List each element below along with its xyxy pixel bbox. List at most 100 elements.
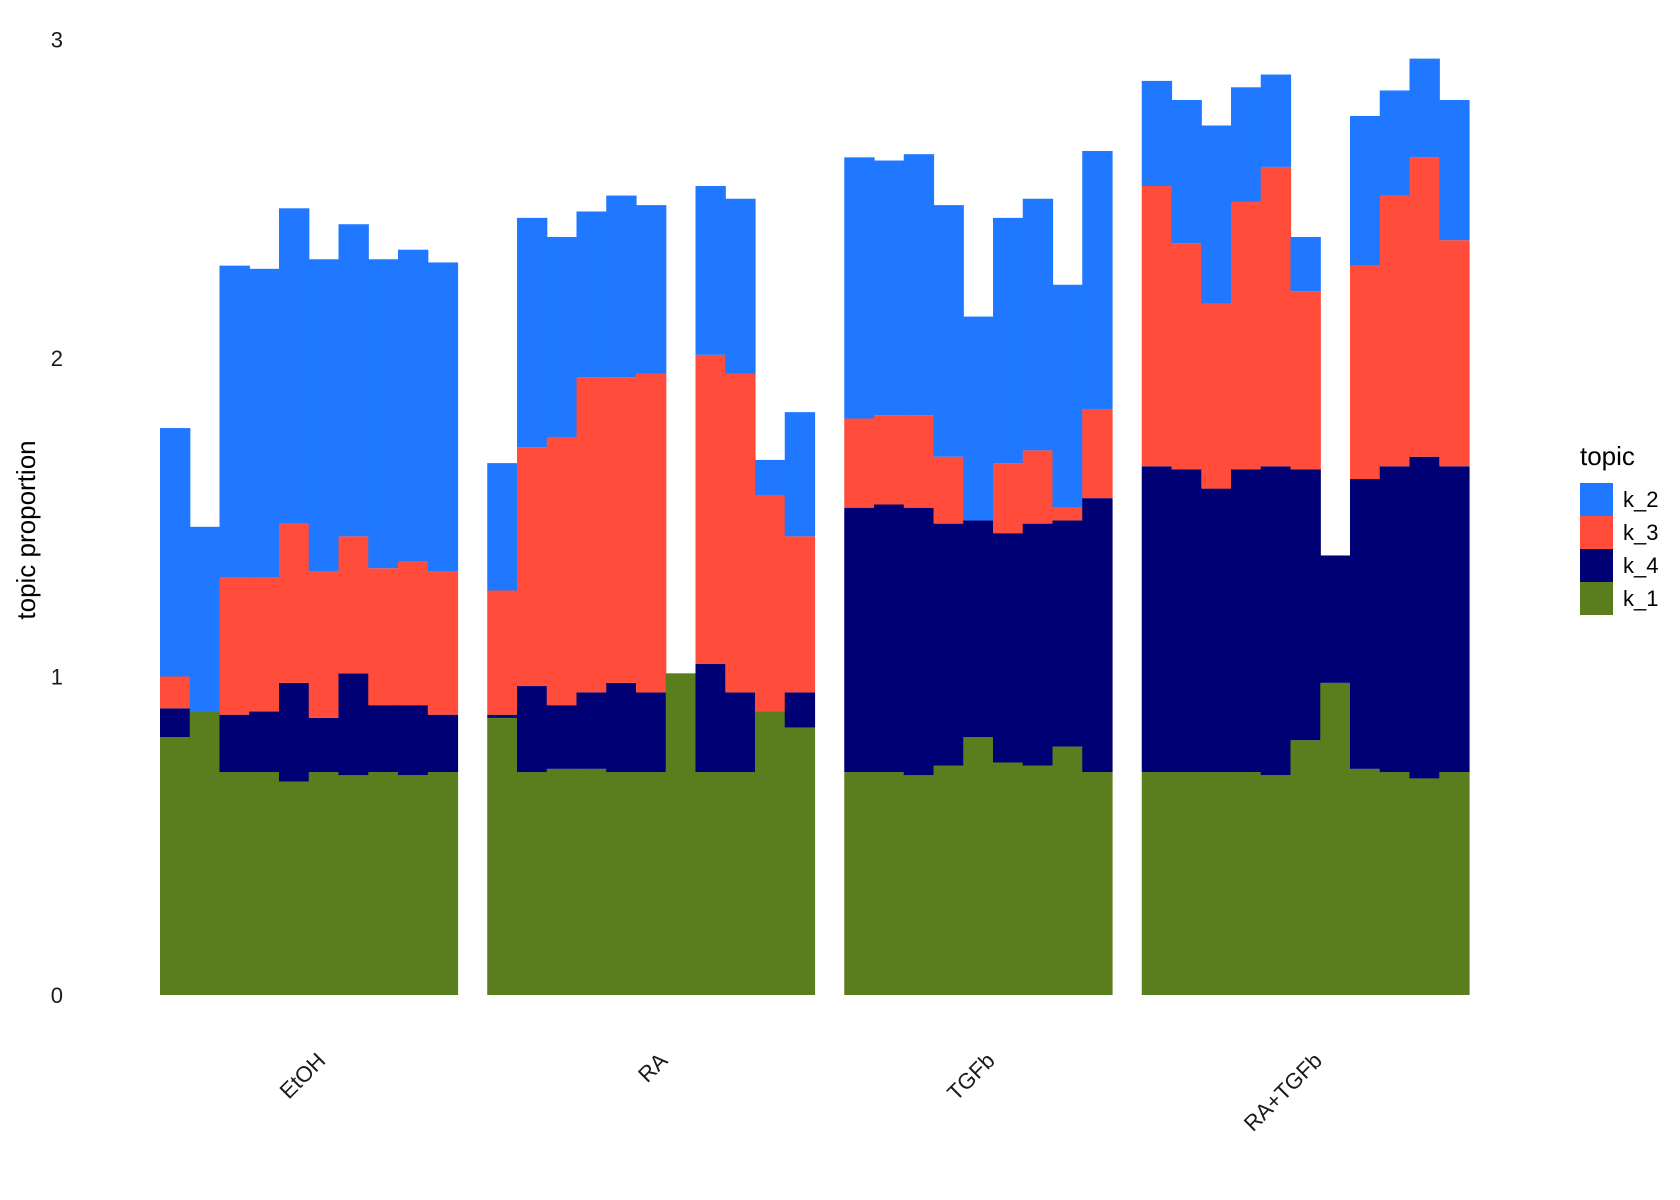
bar-segment-RA-5-k_1 — [606, 772, 637, 995]
y-tick-label: 3 — [51, 28, 63, 53]
bar-segment-EtOH-3-k_4 — [219, 714, 250, 773]
bar-segment-RA-9-k_2 — [725, 198, 756, 374]
bar-segment-RA+TGFb-9-k_1 — [1379, 772, 1411, 995]
bar-segment-TGFb-1-k_2 — [844, 157, 875, 419]
bar-segment-TGFb-5-k_1 — [963, 737, 994, 995]
bar-segment-RA-3-k_1 — [546, 768, 578, 995]
bar-segment-RA+TGFb-10-k_2 — [1409, 58, 1440, 158]
bar-segment-EtOH-4-k_2 — [249, 268, 280, 578]
bar-segment-EtOH-1-k_3 — [160, 676, 191, 709]
bar-segment-RA-2-k_3 — [517, 447, 548, 687]
y-axis-ticks: 0 1 2 3 — [51, 28, 63, 1009]
bar-segment-TGFb-8-k_4 — [1052, 520, 1083, 747]
bar-segment-TGFb-8-k_2 — [1052, 284, 1083, 508]
legend-label-k_2: k_2 — [1623, 487, 1658, 512]
bar-segment-RA+TGFb-1-k_1 — [1141, 772, 1173, 995]
bar-segment-RA+TGFb-9-k_2 — [1379, 90, 1411, 196]
bar-segment-RA-8-k_3 — [695, 354, 726, 664]
bar-segment-RA+TGFb-1-k_2 — [1141, 80, 1173, 187]
bar-segment-TGFb-3-k_2 — [903, 154, 935, 416]
bar-segment-EtOH-3-k_2 — [219, 265, 250, 578]
bar-segment-RA+TGFb-3-k_2 — [1201, 125, 1232, 304]
bar-segment-EtOH-1-k_1 — [160, 737, 191, 995]
bar-segment-TGFb-4-k_4 — [933, 523, 964, 766]
legend: topic k_2 k_3 k_4 k_1 — [1580, 441, 1658, 615]
bar-segment-TGFb-5-k_4 — [963, 520, 994, 738]
bar-segment-RA+TGFb-2-k_4 — [1171, 469, 1202, 773]
bar-segment-RA-11-k_1 — [784, 727, 816, 995]
bar-segment-RA-8-k_4 — [695, 663, 726, 773]
bar-segment-RA-6-k_3 — [636, 373, 667, 693]
bar-segment-RA-4-k_1 — [576, 768, 607, 995]
bar-segment-TGFb-9-k_4 — [1082, 498, 1113, 773]
bar-segment-RA-3-k_4 — [546, 705, 578, 769]
bar-segment-RA-4-k_4 — [576, 692, 607, 769]
bar-segment-EtOH-8-k_2 — [368, 259, 399, 569]
bar-segment-RA-11-k_4 — [784, 692, 816, 728]
bar-segment-RA-6-k_4 — [636, 692, 667, 773]
bar-segment-EtOH-5-k_3 — [279, 523, 310, 683]
bar-segment-EtOH-6-k_4 — [308, 717, 340, 773]
bar-segment-EtOH-4-k_4 — [249, 711, 280, 773]
bar-segment-EtOH-10-k_4 — [427, 714, 459, 773]
bar-segment-TGFb-6-k_1 — [993, 762, 1024, 995]
bar-segment-EtOH-8-k_1 — [368, 772, 399, 995]
bar-segment-EtOH-10-k_3 — [427, 571, 459, 715]
bar-segment-TGFb-6-k_4 — [993, 533, 1024, 763]
legend-swatch-k_4 — [1580, 549, 1613, 582]
bar-segment-RA+TGFb-11-k_4 — [1439, 466, 1470, 773]
bar-segment-EtOH-8-k_3 — [368, 568, 399, 706]
bar-segment-RA+TGFb-3-k_3 — [1201, 303, 1232, 489]
bar-segment-EtOH-1-k_2 — [160, 428, 191, 677]
legend-label-k_4: k_4 — [1623, 553, 1658, 578]
bar-segment-RA+TGFb-5-k_4 — [1260, 466, 1292, 776]
bar-segment-RA+TGFb-11-k_1 — [1439, 772, 1470, 995]
bar-segment-RA-9-k_4 — [725, 692, 756, 773]
bar-segment-TGFb-7-k_3 — [1022, 450, 1054, 524]
bar-segment-RA+TGFb-2-k_1 — [1171, 772, 1202, 995]
bar-segment-RA+TGFb-4-k_2 — [1231, 87, 1262, 202]
legend-title: topic — [1580, 441, 1635, 471]
bar-segment-TGFb-1-k_1 — [844, 772, 875, 995]
bar-segment-RA+TGFb-10-k_3 — [1409, 157, 1440, 457]
legend-swatch-k_1 — [1580, 582, 1613, 615]
bar-segment-EtOH-4-k_3 — [249, 577, 280, 712]
bar-segment-RA+TGFb-8-k_2 — [1350, 115, 1381, 266]
bar-segment-TGFb-4-k_2 — [933, 205, 964, 457]
bar-segment-TGFb-5-k_2 — [963, 316, 994, 521]
bar-segment-RA+TGFb-8-k_3 — [1350, 265, 1381, 480]
bar-segment-RA+TGFb-9-k_3 — [1379, 195, 1411, 467]
bar-segment-RA+TGFb-6-k_4 — [1290, 469, 1321, 741]
bar-segment-TGFb-4-k_1 — [933, 765, 964, 995]
legend-swatch-k_2 — [1580, 483, 1613, 516]
bar-segment-RA+TGFb-7-k_4 — [1320, 555, 1351, 683]
bar-segment-RA-1-k_1 — [487, 717, 518, 995]
bar-segment-RA-1-k_4 — [487, 714, 518, 718]
bar-segment-RA-7-k_1 — [665, 673, 697, 996]
bars-layer — [160, 58, 1470, 996]
legend-swatch-k_3 — [1580, 516, 1613, 549]
bar-segment-EtOH-10-k_2 — [427, 262, 459, 572]
bar-segment-RA+TGFb-7-k_1 — [1320, 682, 1351, 995]
bar-segment-RA+TGFb-4-k_4 — [1231, 469, 1262, 773]
bar-segment-TGFb-8-k_3 — [1052, 507, 1083, 521]
bar-segment-RA-1-k_3 — [487, 590, 518, 715]
bar-segment-TGFb-2-k_4 — [874, 504, 905, 773]
x-tick-label: RA+TGFb — [1239, 1048, 1327, 1136]
bar-segment-EtOH-7-k_2 — [338, 224, 369, 537]
bar-segment-RA+TGFb-6-k_3 — [1290, 291, 1321, 470]
bar-segment-TGFb-7-k_2 — [1022, 198, 1054, 451]
bar-segment-EtOH-5-k_2 — [279, 208, 310, 524]
bar-segment-TGFb-2-k_1 — [874, 772, 905, 995]
bar-segment-RA-5-k_4 — [606, 682, 637, 773]
bar-segment-RA-10-k_2 — [755, 459, 786, 495]
bar-segment-RA-5-k_2 — [606, 195, 637, 378]
bar-segment-TGFb-4-k_3 — [933, 456, 964, 524]
bar-segment-EtOH-3-k_1 — [219, 772, 250, 995]
bar-segment-EtOH-9-k_1 — [398, 775, 429, 995]
bar-segment-RA+TGFb-4-k_1 — [1231, 772, 1262, 995]
bar-segment-TGFb-3-k_4 — [903, 507, 935, 776]
bar-segment-RA+TGFb-3-k_1 — [1201, 772, 1232, 995]
bar-segment-EtOH-6-k_2 — [308, 259, 340, 572]
bar-segment-RA+TGFb-8-k_4 — [1350, 479, 1381, 769]
